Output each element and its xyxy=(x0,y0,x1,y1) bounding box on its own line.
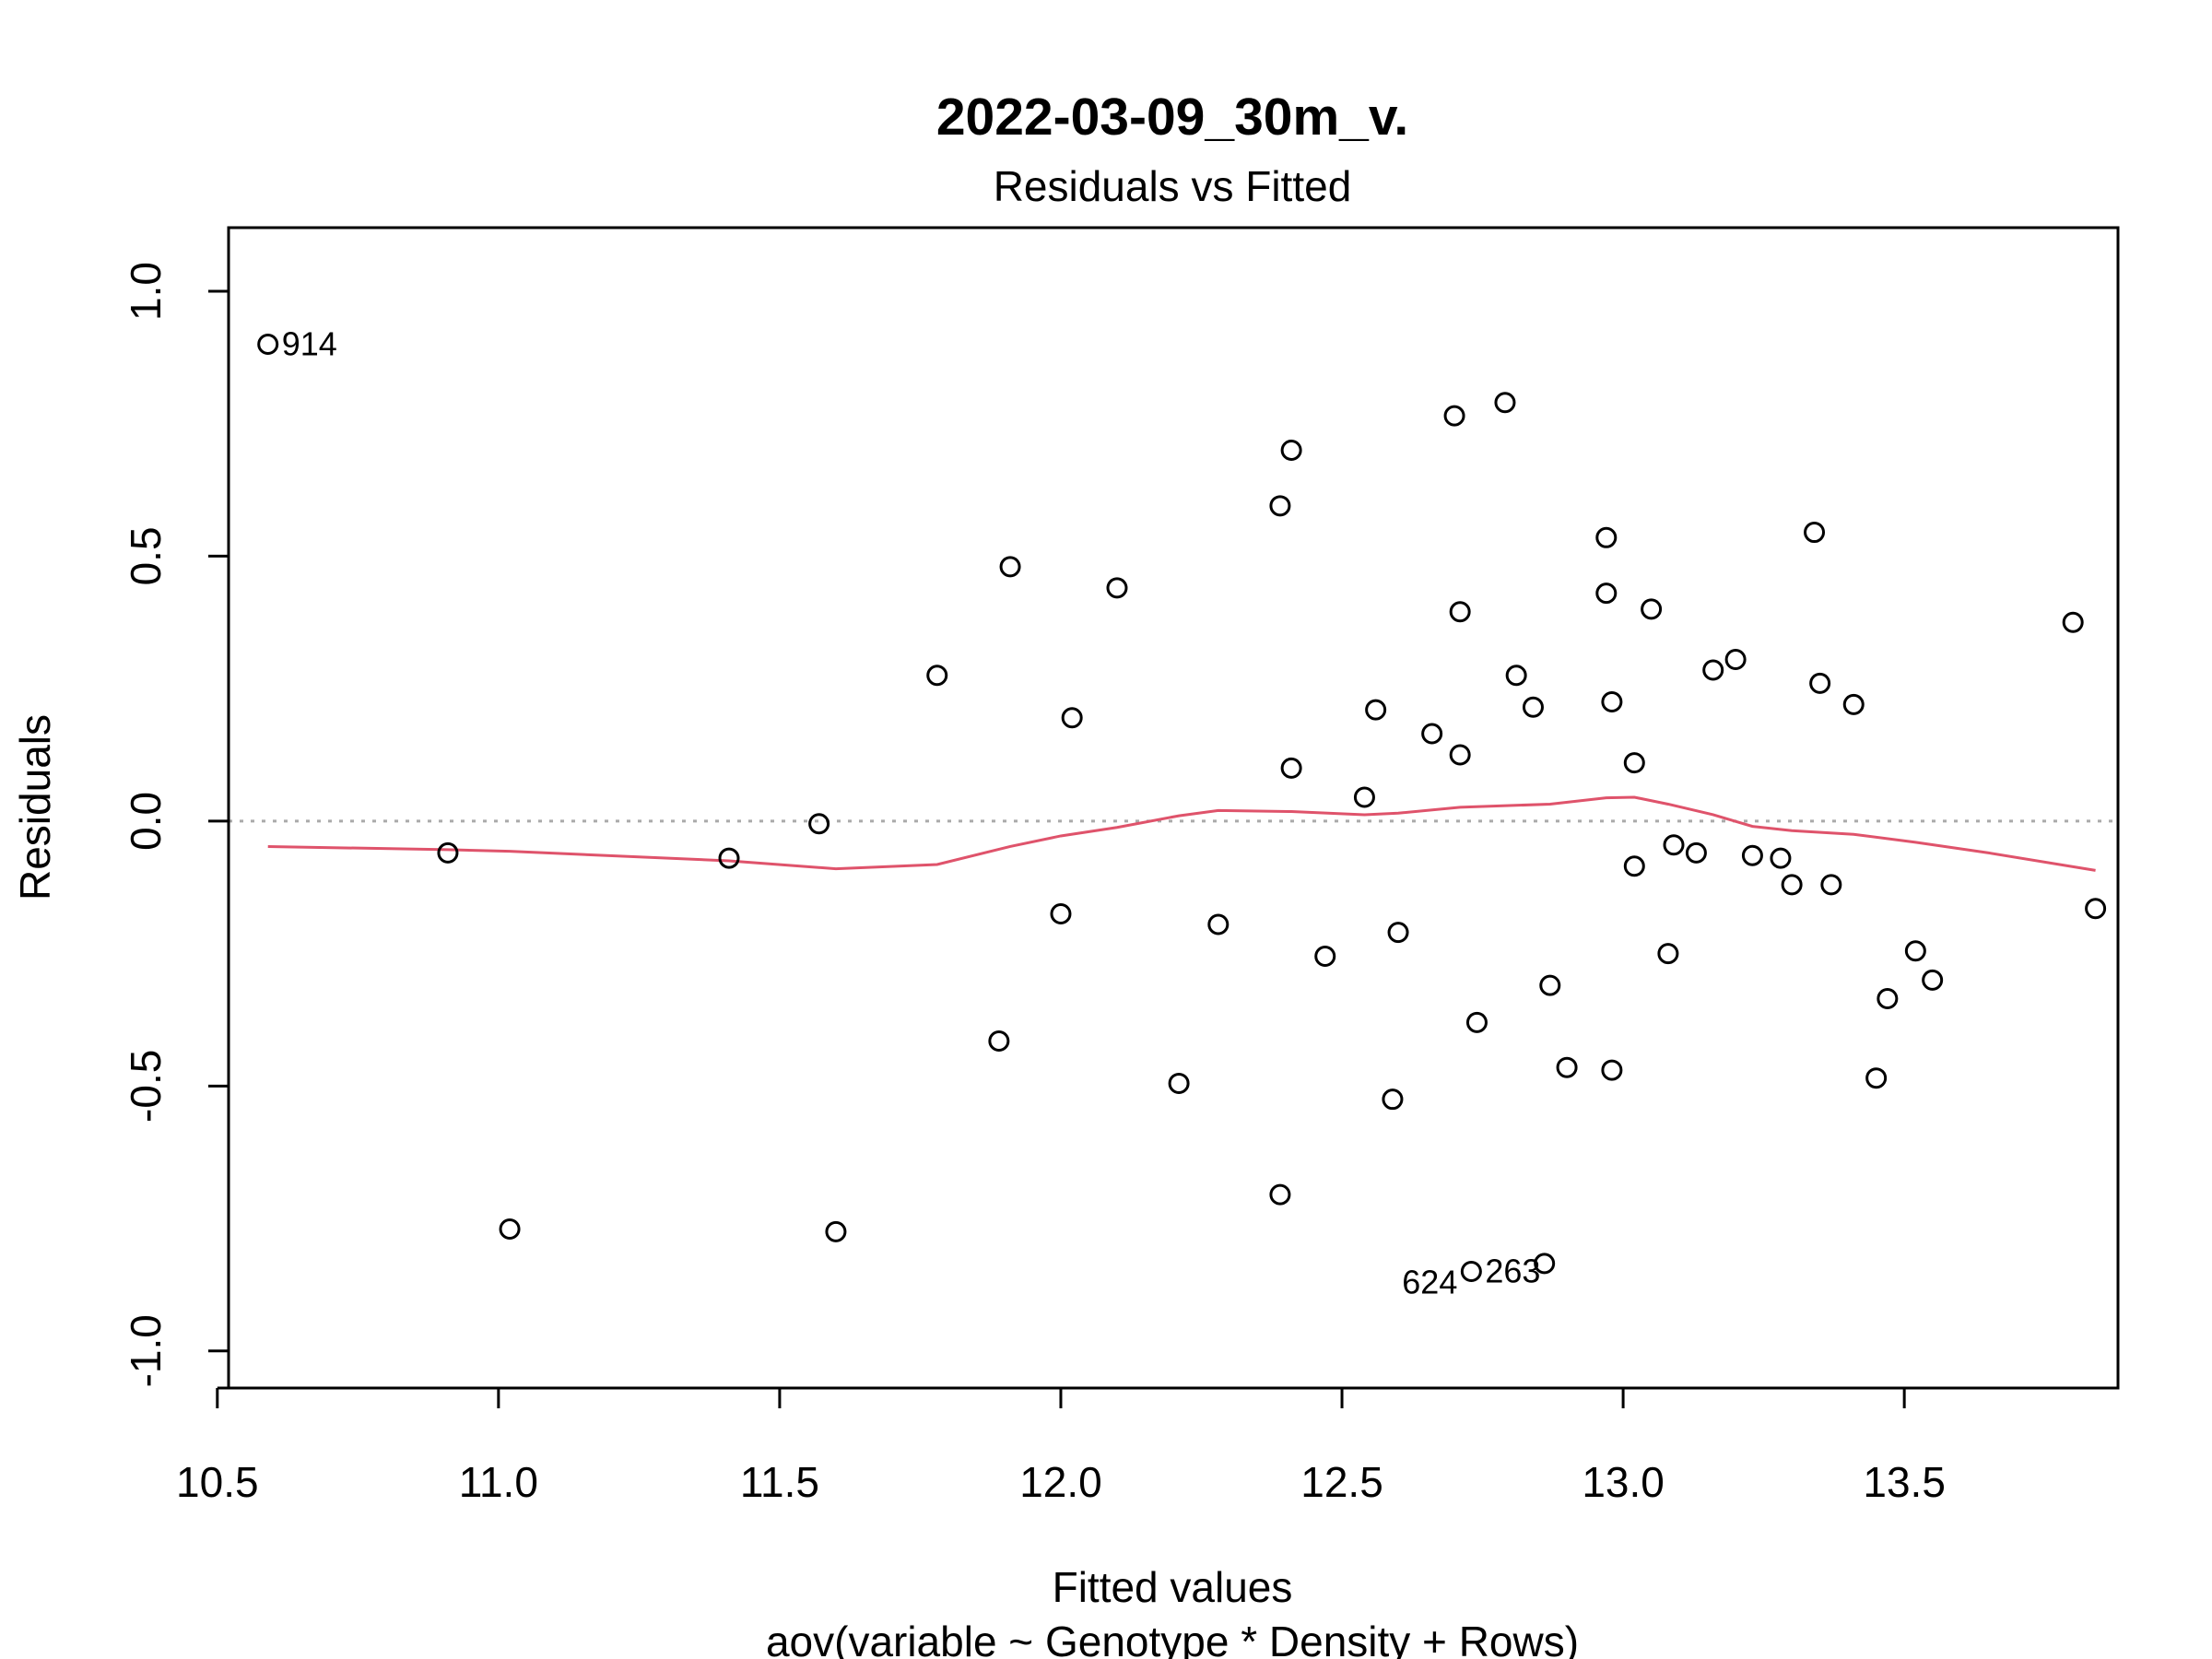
residual-point xyxy=(1061,707,1083,729)
point-labels: 914 624 263 xyxy=(282,324,1541,1300)
residual-point xyxy=(1641,598,1663,620)
residual-point xyxy=(988,1030,1010,1052)
residual-point xyxy=(1387,922,1409,944)
residual-point xyxy=(2062,611,2084,633)
y-axis-label: Residuals xyxy=(11,714,59,900)
x-tick-label: 12.0 xyxy=(1019,1458,1102,1506)
residual-point xyxy=(1106,577,1128,599)
residual-point xyxy=(257,333,279,355)
residual-point xyxy=(1601,691,1623,713)
residual-point xyxy=(1534,1253,1556,1275)
residual-point xyxy=(718,847,740,869)
residual-point xyxy=(1365,699,1387,721)
x-tick-label: 13.5 xyxy=(1863,1458,1946,1506)
y-tick-label: 0.0 xyxy=(122,792,170,851)
residual-point xyxy=(1168,1072,1190,1094)
residual-point xyxy=(1522,696,1544,718)
residual-point xyxy=(808,813,830,835)
residual-point xyxy=(1741,844,1763,866)
y-tick-label: -1.0 xyxy=(122,1314,170,1387)
residual-point xyxy=(1539,974,1561,996)
x-axis-label: Fitted values xyxy=(1053,1563,1293,1611)
residual-point xyxy=(437,841,459,864)
residual-point xyxy=(1877,987,1899,1009)
residual-point xyxy=(1657,943,1679,965)
residual-point xyxy=(1050,902,1072,924)
residual-point xyxy=(1505,665,1527,687)
residual-point xyxy=(999,556,1021,578)
residual-point xyxy=(2085,898,2107,920)
residual-point xyxy=(926,665,948,687)
residual-point xyxy=(1494,392,1516,414)
residual-point xyxy=(1781,874,1803,896)
x-tick-label: 13.0 xyxy=(1582,1458,1665,1506)
residual-point xyxy=(1595,526,1618,548)
residual-point xyxy=(1623,752,1645,774)
point-label: 263 xyxy=(1485,1253,1540,1290)
residual-point xyxy=(1449,601,1471,623)
x-tick-label: 12.5 xyxy=(1300,1458,1383,1506)
plot-frame xyxy=(227,226,2120,1390)
residual-point xyxy=(1724,649,1747,671)
chart-title: 2022-03-09_30m_v. xyxy=(936,88,1408,147)
residual-point xyxy=(1842,693,1865,715)
residual-points xyxy=(257,333,2107,1283)
residual-point xyxy=(1314,945,1336,967)
x-tick-label: 11.5 xyxy=(740,1458,819,1506)
y-axis: -1.0 -0.5 0.0 0.5 1.0 xyxy=(122,262,230,1387)
residual-point xyxy=(1601,1059,1623,1081)
residual-point xyxy=(1269,495,1291,517)
residual-point xyxy=(1663,834,1685,856)
residual-point xyxy=(1460,1261,1482,1283)
x-tick-label: 10.5 xyxy=(176,1458,259,1506)
residual-point xyxy=(1623,855,1645,877)
residual-point xyxy=(1804,522,1826,544)
model-formula-caption: aov(variable ~ Genotype * Density + Rows… xyxy=(766,1618,1579,1659)
residual-point xyxy=(1207,913,1230,935)
residual-point xyxy=(1865,1067,1888,1089)
y-tick-label: -0.5 xyxy=(122,1050,170,1123)
residual-point xyxy=(1421,723,1443,745)
x-axis: 10.5 11.0 11.5 12.0 12.5 13.0 13.5 xyxy=(176,1386,1946,1506)
residual-point xyxy=(1595,582,1618,605)
residual-point xyxy=(1465,1011,1488,1033)
residual-point xyxy=(1685,841,1707,864)
residual-point xyxy=(1809,672,1831,694)
point-label: 624 xyxy=(1402,1264,1457,1301)
residual-point xyxy=(1449,744,1471,766)
residual-point xyxy=(1556,1056,1578,1078)
residual-point xyxy=(1280,439,1302,461)
x-tick-label: 11.0 xyxy=(459,1458,538,1506)
residual-point xyxy=(1443,405,1465,427)
y-tick-label: 1.0 xyxy=(122,262,170,321)
residual-point xyxy=(1770,847,1792,869)
residual-point xyxy=(1353,786,1375,808)
residual-point xyxy=(1280,757,1302,779)
residual-point xyxy=(1269,1183,1291,1206)
residual-point xyxy=(1702,659,1724,681)
residual-point xyxy=(499,1218,521,1241)
point-label: 914 xyxy=(282,324,337,362)
residual-point xyxy=(1820,874,1842,896)
residual-point xyxy=(1904,940,1926,962)
residual-point xyxy=(825,1220,847,1242)
residual-point xyxy=(1382,1088,1404,1111)
chart-subtitle: Residuals vs Fitted xyxy=(994,162,1352,210)
residual-point xyxy=(1922,969,1944,991)
y-tick-label: 0.5 xyxy=(122,526,170,585)
smoothed-trend-line xyxy=(267,795,2096,872)
